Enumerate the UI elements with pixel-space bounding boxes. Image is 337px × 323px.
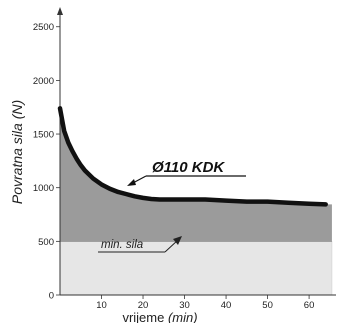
min-force-region — [59, 241, 333, 296]
y-axis-arrow — [57, 7, 63, 15]
x-axis-label-word: vrijeme — [122, 310, 168, 323]
x-axis-label-unit: (min) — [168, 310, 198, 323]
text-layer: 0 500 1000 1500 2000 2500 10 20 30 40 50 60 Ø110 KDK… — [9, 22, 314, 323]
y-tick-label: 500 — [38, 237, 54, 248]
y-tick-label: 0 — [49, 291, 54, 302]
x-tick-label: 50 — [262, 300, 273, 311]
axes-layer — [56, 7, 336, 299]
series-label-arrowhead — [127, 179, 136, 186]
x-tick-label: 10 — [96, 300, 107, 311]
x-axis-label: vrijeme (min) — [122, 310, 197, 323]
area-layer — [59, 108, 333, 296]
y-tick-label: 2000 — [33, 76, 54, 87]
series-label: Ø110 KDK — [152, 159, 225, 176]
x-tick-label: 60 — [304, 300, 315, 311]
y-tick-label: 1500 — [33, 130, 54, 141]
x-tick-label: 30 — [179, 300, 190, 311]
x-tick-label: 40 — [221, 300, 232, 311]
y-tick-label: 2500 — [33, 22, 54, 33]
y-axis-label: Povratna sila (N) — [9, 100, 25, 204]
force-curve — [57, 106, 328, 207]
min-force-arrowhead — [173, 236, 182, 245]
force-area — [60, 108, 332, 242]
y-tick-label: 1000 — [33, 183, 54, 194]
x-tick-label: 20 — [138, 300, 149, 311]
min-force-label: min. sila — [101, 239, 143, 251]
curve-layer — [57, 106, 328, 207]
